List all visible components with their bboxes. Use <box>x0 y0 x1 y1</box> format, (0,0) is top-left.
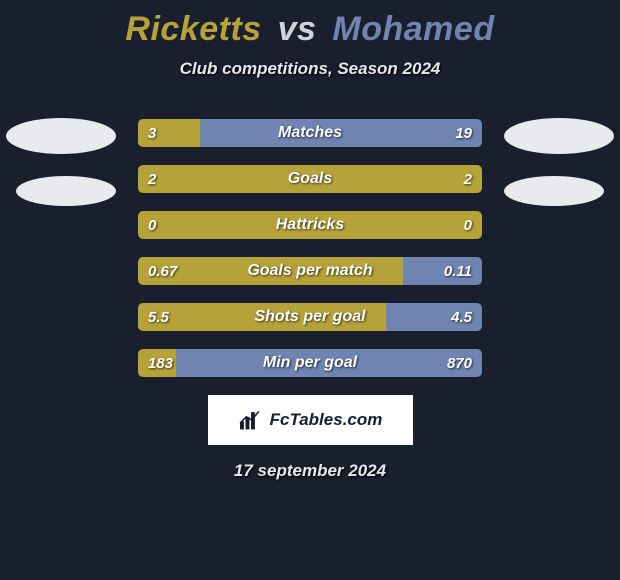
value-left: 3 <box>138 119 166 147</box>
stat-row: Matches3 19 <box>0 119 620 147</box>
value-left: 2 <box>138 165 166 193</box>
value-left: 183 <box>138 349 183 377</box>
stat-row: Goals per match0.67 0.11 <box>0 257 620 285</box>
brand-box: FcTables.com <box>208 395 413 445</box>
bar-label: Goals <box>138 165 482 193</box>
bar-label: Hattricks <box>138 211 482 239</box>
title-vs: vs <box>278 10 317 48</box>
value-right: 4.5 <box>441 303 482 331</box>
value-right: 0 <box>454 211 482 239</box>
bar: Hattricks0 0 <box>138 211 482 239</box>
bar: Goals per match0.67 0.11 <box>138 257 482 285</box>
stats-chart: Matches3 19 Goals2 2 Hattricks0 0 Goals per ma… <box>0 119 620 377</box>
value-left: 5.5 <box>138 303 179 331</box>
stat-row: Min per goal183 870 <box>0 349 620 377</box>
value-right: 870 <box>437 349 482 377</box>
bar-label: Goals per match <box>138 257 482 285</box>
bar: Matches3 19 <box>138 119 482 147</box>
value-left: 0 <box>138 211 166 239</box>
title-player2: Mohamed <box>332 10 494 48</box>
bar: Shots per goal5.5 4.5 <box>138 303 482 331</box>
stat-row: Goals2 2 <box>0 165 620 193</box>
chart-icon <box>238 409 264 431</box>
value-left: 0.67 <box>138 257 187 285</box>
date: 17 september 2024 <box>0 461 620 481</box>
bar: Min per goal183 870 <box>138 349 482 377</box>
title-player1: Ricketts <box>125 10 261 48</box>
subtitle: Club competitions, Season 2024 <box>0 59 620 79</box>
value-right: 2 <box>454 165 482 193</box>
brand-text: FcTables.com <box>270 410 383 430</box>
page-title: Ricketts vs Mohamed <box>0 0 620 49</box>
stat-row: Shots per goal5.5 4.5 <box>0 303 620 331</box>
stat-row: Hattricks0 0 <box>0 211 620 239</box>
bar: Goals2 2 <box>138 165 482 193</box>
bar-label: Min per goal <box>138 349 482 377</box>
value-right: 19 <box>445 119 482 147</box>
value-right: 0.11 <box>434 257 482 285</box>
bar-label: Shots per goal <box>138 303 482 331</box>
bar-label: Matches <box>138 119 482 147</box>
